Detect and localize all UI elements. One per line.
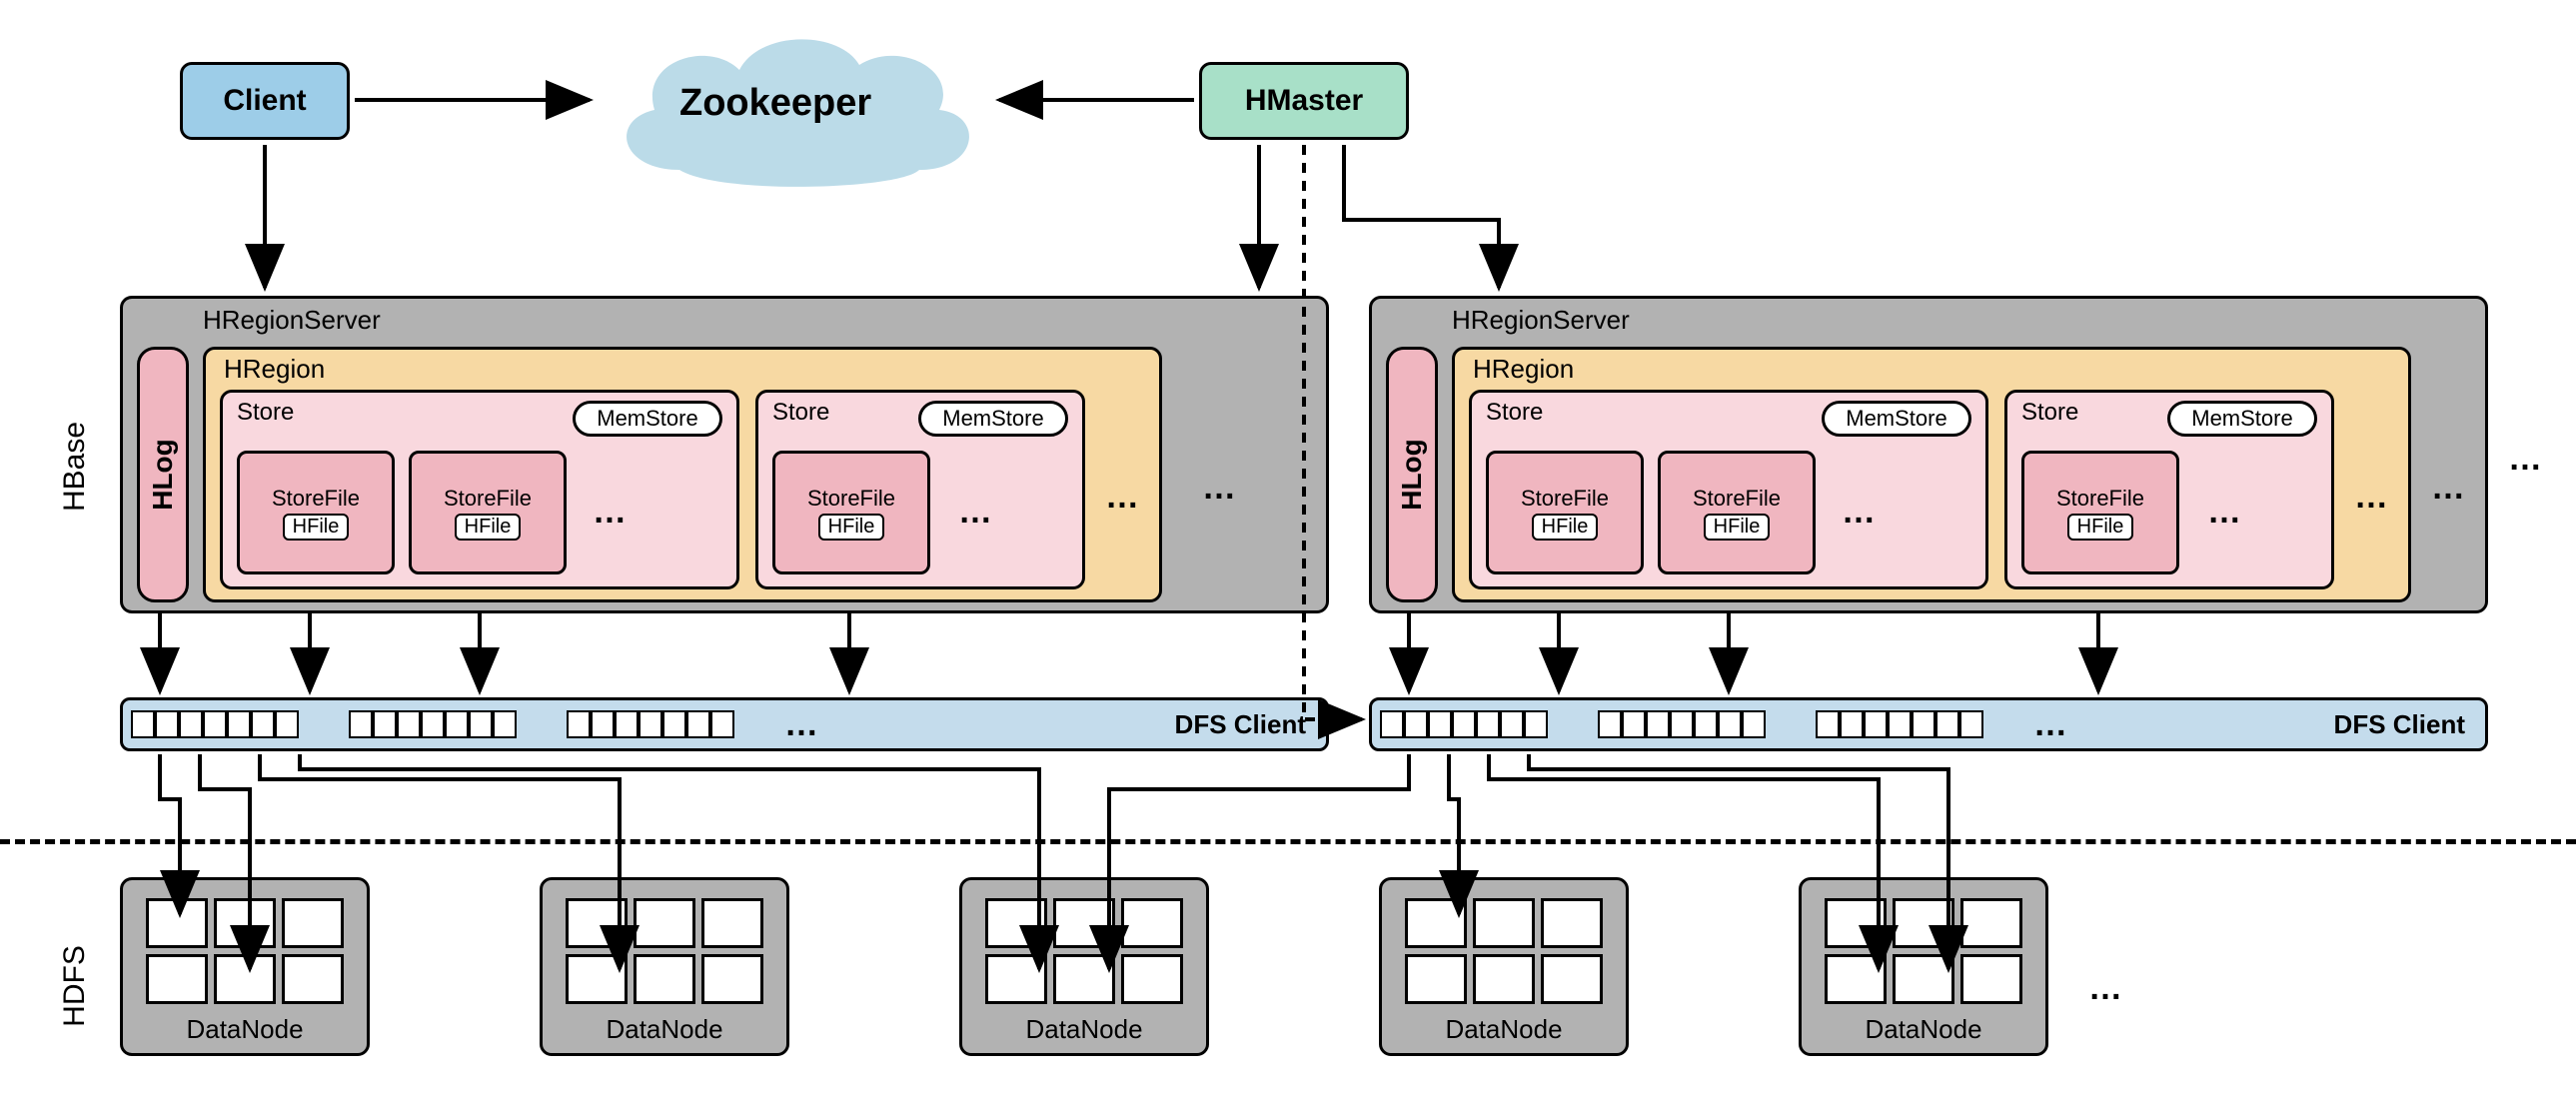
storefile-1a2: StoreFile HFile bbox=[409, 451, 567, 574]
datanode-1: DataNode bbox=[120, 877, 370, 1056]
regionserver-2: HRegionServer HLog HRegion Store MemStor… bbox=[1369, 296, 2488, 613]
hfile-1b1: HFile bbox=[818, 514, 885, 541]
regionserver-1-label: HRegionServer bbox=[203, 305, 381, 336]
ellipsis-icon: … bbox=[784, 705, 820, 744]
datanode-3: DataNode bbox=[959, 877, 1209, 1056]
hregion-1: HRegion Store MemStore StoreFile HFile S… bbox=[203, 347, 1162, 602]
hbase-sidelabel: HBase bbox=[58, 422, 92, 512]
datanode-2: DataNode bbox=[540, 877, 789, 1056]
zookeeper-label: Zookeeper bbox=[679, 82, 871, 125]
store-2b-label: Store bbox=[2021, 399, 2078, 427]
hfile-2a1: HFile bbox=[1532, 514, 1599, 541]
ellipsis-icon: … bbox=[2088, 969, 2124, 1008]
memstore-1a: MemStore bbox=[573, 401, 722, 437]
hdfs-sidelabel: HDFS bbox=[58, 945, 92, 1027]
hfile-1a1: HFile bbox=[283, 514, 350, 541]
hfile-1a2: HFile bbox=[455, 514, 522, 541]
storefile-2b1: StoreFile HFile bbox=[2021, 451, 2179, 574]
datanode-4: DataNode bbox=[1379, 877, 1629, 1056]
memstore-1b: MemStore bbox=[918, 401, 1068, 437]
ellipsis-icon: … bbox=[2431, 469, 2467, 508]
dfs-label: DFS Client bbox=[2334, 709, 2465, 740]
regionserver-2-label: HRegionServer bbox=[1452, 305, 1630, 336]
hbase-hdfs-divider bbox=[0, 839, 2576, 844]
dfs-blocks bbox=[1816, 710, 1983, 738]
hmaster-label: HMaster bbox=[1245, 84, 1363, 118]
ellipsis-icon: … bbox=[593, 493, 629, 532]
store-1b: Store MemStore StoreFile HFile … bbox=[755, 390, 1085, 589]
store-1a: Store MemStore StoreFile HFile StoreFile… bbox=[220, 390, 739, 589]
store-2a-label: Store bbox=[1486, 399, 1543, 427]
store-1b-label: Store bbox=[772, 399, 829, 427]
memstore-2a: MemStore bbox=[1822, 401, 1971, 437]
ellipsis-icon: … bbox=[2354, 478, 2390, 517]
storefile-2a1: StoreFile HFile bbox=[1486, 451, 1644, 574]
ellipsis-icon: … bbox=[2207, 493, 2243, 532]
hfile-2b1: HFile bbox=[2067, 514, 2134, 541]
dfs-blocks bbox=[131, 710, 299, 738]
storefile-1b1: StoreFile HFile bbox=[772, 451, 930, 574]
hmaster-box: HMaster bbox=[1199, 62, 1409, 140]
client-box: Client bbox=[180, 62, 350, 140]
hfile-2a2: HFile bbox=[1704, 514, 1771, 541]
ellipsis-icon: … bbox=[2033, 705, 2069, 744]
datanode-5: DataNode bbox=[1799, 877, 2048, 1056]
dfs-client-1: … DFS Client bbox=[120, 697, 1329, 751]
dfs-client-2: … DFS Client bbox=[1369, 697, 2488, 751]
ellipsis-icon: … bbox=[1202, 469, 1238, 508]
ellipsis-icon: … bbox=[958, 493, 994, 532]
storefile-1a1: StoreFile HFile bbox=[237, 451, 395, 574]
hlog-2: HLog bbox=[1386, 347, 1438, 602]
ellipsis-icon: … bbox=[1105, 478, 1141, 517]
dfs-blocks bbox=[1598, 710, 1766, 738]
hlog-1: HLog bbox=[137, 347, 189, 602]
memstore-2b: MemStore bbox=[2167, 401, 2317, 437]
dfs-blocks bbox=[1380, 710, 1548, 738]
store-2b: Store MemStore StoreFile HFile … bbox=[2004, 390, 2334, 589]
hlog-2-label: HLog bbox=[1396, 439, 1428, 511]
ellipsis-icon: … bbox=[1842, 493, 1878, 532]
store-1a-label: Store bbox=[237, 399, 294, 427]
ellipsis-icon: … bbox=[2508, 440, 2544, 479]
store-2a: Store MemStore StoreFile HFile StoreFile… bbox=[1469, 390, 1988, 589]
client-label: Client bbox=[223, 84, 306, 118]
hregion-2: HRegion Store MemStore StoreFile HFile S… bbox=[1452, 347, 2411, 602]
regionserver-1: HRegionServer HLog HRegion Store MemStor… bbox=[120, 296, 1329, 613]
dfs-label: DFS Client bbox=[1175, 709, 1306, 740]
hregion-2-label: HRegion bbox=[1473, 354, 1574, 385]
hregion-1-label: HRegion bbox=[224, 354, 325, 385]
dfs-blocks bbox=[349, 710, 517, 738]
hbase-architecture-diagram: Zookeeper Client HMaster HRegionServer H… bbox=[0, 0, 2576, 1111]
dfs-blocks bbox=[567, 710, 734, 738]
storefile-2a2: StoreFile HFile bbox=[1658, 451, 1816, 574]
hlog-1-label: HLog bbox=[147, 439, 179, 511]
